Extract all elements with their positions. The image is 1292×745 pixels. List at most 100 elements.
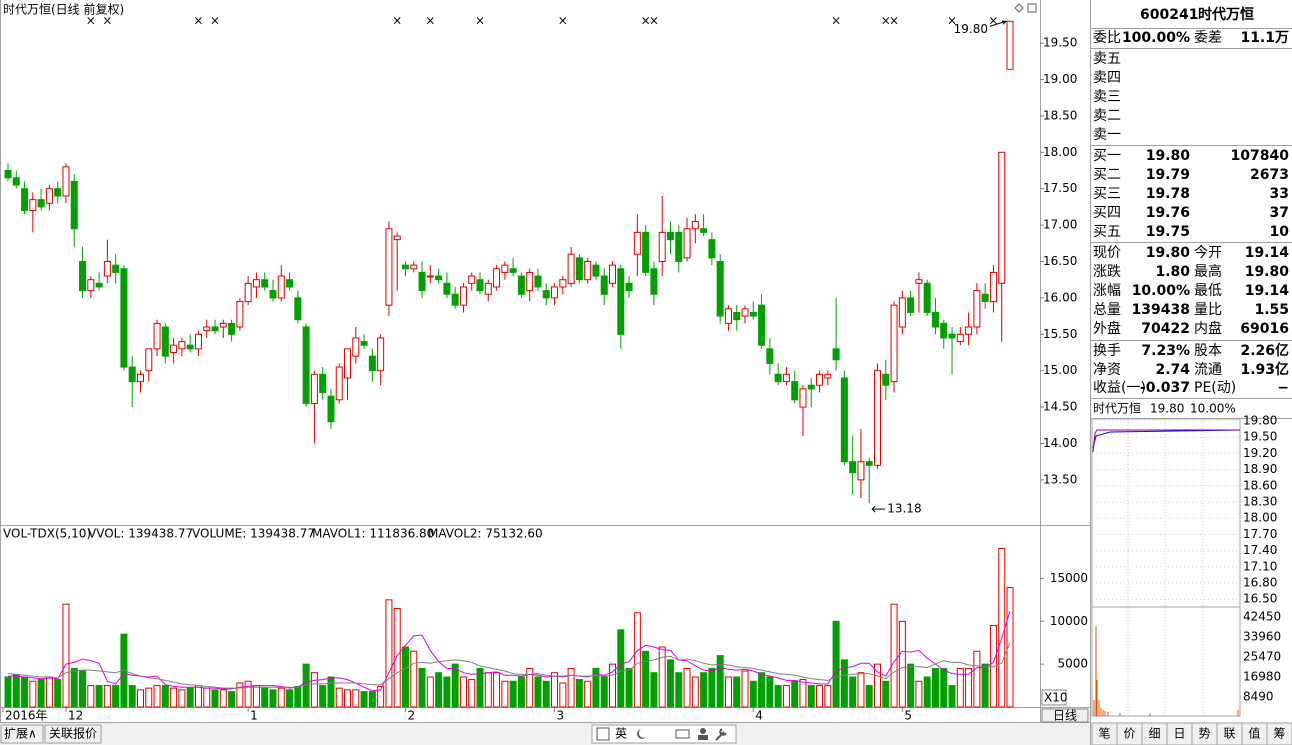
candle-body	[592, 264, 600, 277]
mini-price: 19.80	[1150, 402, 1184, 416]
candle-body	[650, 268, 658, 295]
bid-price: 19.79	[1146, 167, 1190, 183]
candle-body	[633, 231, 641, 255]
field-value: 69016	[1240, 321, 1289, 337]
volume-bar	[931, 667, 939, 708]
field-value: 10.00%	[1132, 283, 1190, 299]
candle-body	[37, 199, 45, 208]
x-tick-label: 2	[407, 709, 415, 723]
candle-body	[252, 279, 260, 288]
volume-bar	[816, 685, 824, 708]
y-tick-label: 19.00	[1043, 72, 1077, 86]
price-panel: 13.50 14.00 14.50 15.00 15.50 16.00 16.50 17.00…	[4, 14, 1077, 516]
volume-bar	[517, 676, 525, 708]
candle-body	[418, 271, 426, 292]
tab-label[interactable]: 联	[1223, 727, 1235, 741]
tab-label[interactable]: 细	[1148, 727, 1160, 741]
tab-label[interactable]: 日	[1173, 727, 1185, 741]
candle-body	[335, 366, 343, 401]
candle-body	[228, 322, 236, 335]
expand-label[interactable]: 扩展∧	[4, 727, 37, 741]
y-tick-label: 17.50	[1043, 181, 1077, 195]
mini-volume	[1093, 626, 1239, 716]
volume-bar	[219, 689, 227, 708]
volume-bar	[484, 672, 492, 708]
candle-body	[575, 257, 583, 281]
mini-volume-tick: 8490	[1243, 690, 1274, 704]
x-tick-label: 4	[755, 709, 763, 723]
candle-body	[112, 264, 120, 273]
tab-label[interactable]: 笔	[1098, 726, 1110, 741]
volume-bar	[62, 603, 70, 708]
ask-label: 卖三	[1093, 89, 1121, 105]
field-value: 11.1万	[1240, 30, 1289, 46]
field-value: 19.80	[1245, 264, 1290, 280]
volume-bar	[907, 663, 915, 708]
volume-bar	[194, 685, 202, 708]
candle-body	[360, 341, 368, 346]
bid-label: 买三	[1093, 186, 1121, 202]
related-button[interactable]	[44, 724, 102, 744]
bid-volume: 37	[1270, 205, 1289, 221]
mini-price-tick: 16.80	[1243, 576, 1277, 590]
expand-button[interactable]	[0, 724, 44, 744]
volume-bar	[236, 682, 244, 708]
field-label: 现价	[1093, 245, 1121, 261]
field-value: 19.80	[1146, 245, 1191, 261]
field-value: 2.26亿	[1240, 342, 1289, 359]
tab-label[interactable]: 值	[1248, 726, 1260, 741]
period-button[interactable]	[1041, 708, 1089, 723]
period-label[interactable]: 日线	[1053, 709, 1077, 723]
volume-bar	[559, 682, 567, 708]
ime-mode[interactable]: 英	[615, 727, 627, 741]
candle-body	[136, 373, 144, 383]
field-label: 委比	[1093, 30, 1121, 46]
bid-price: 19.76	[1146, 205, 1190, 221]
candle-body	[584, 260, 592, 281]
candle-body	[443, 282, 451, 295]
field-label: 最低	[1194, 283, 1222, 299]
volume-bar	[592, 667, 600, 708]
tab-label[interactable]: 价	[1123, 727, 1135, 741]
related-label[interactable]: 关联报价	[49, 726, 97, 741]
volume-bar	[666, 659, 674, 708]
volume-bar	[840, 659, 848, 708]
tab-label[interactable]: 势	[1198, 727, 1210, 741]
event-marker: ×	[831, 14, 841, 28]
candle-body	[203, 326, 211, 332]
volume-bar	[998, 547, 1006, 708]
candle-body	[120, 268, 128, 368]
candle-body	[261, 279, 269, 288]
volume-bar	[261, 687, 269, 708]
candle-body	[874, 370, 882, 466]
mini-price-tick: 18.30	[1243, 495, 1277, 509]
field-label: 换手	[1093, 342, 1121, 359]
field-value: 1.80	[1155, 264, 1190, 280]
candle-body	[965, 326, 973, 335]
candle-body	[882, 373, 890, 386]
event-marker: ×	[86, 14, 96, 28]
volume-bar	[799, 679, 807, 708]
candle-body	[675, 231, 683, 262]
chart-icons	[1014, 3, 1037, 13]
indicator-value: VVOL: 139438.77	[88, 527, 193, 541]
volume-bar	[21, 676, 29, 708]
event-marker: ×	[425, 14, 435, 28]
candle-body	[54, 188, 62, 197]
candle-body	[741, 308, 749, 317]
field-value: 100.00%	[1122, 30, 1190, 46]
mini-price-tick: 19.50	[1243, 430, 1277, 444]
volume-bar	[526, 667, 534, 708]
bid-label: 买五	[1093, 224, 1121, 240]
candle-body	[658, 231, 666, 262]
volume-bar	[493, 672, 501, 708]
tab-label[interactable]: 筹	[1273, 727, 1285, 741]
volume-bar	[468, 679, 476, 708]
candle-body	[493, 268, 501, 288]
volume-bar	[650, 672, 658, 708]
volume-bar	[551, 672, 559, 708]
candle-body	[87, 279, 95, 292]
volume-bar	[335, 687, 343, 708]
tab[interactable]	[1266, 722, 1292, 745]
